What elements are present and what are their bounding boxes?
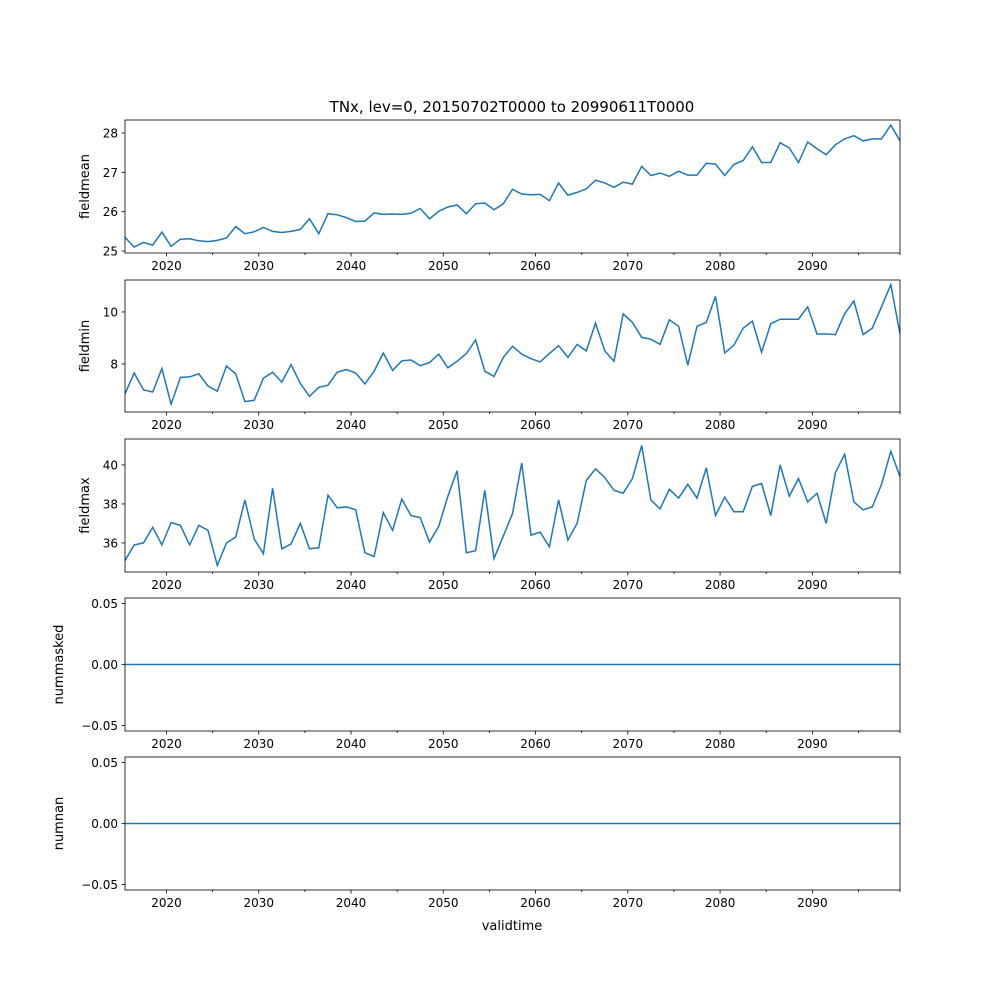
x-tick-label: 2070 xyxy=(613,896,644,910)
x-tick-label: 2070 xyxy=(613,737,644,751)
axes-frame xyxy=(124,279,901,413)
panel-fieldmin: 2020 2030 2040 2050 2060 2070 2080 2090 8 10 field… xyxy=(78,279,901,432)
y-axis-label: nummasked xyxy=(52,625,67,705)
x-tick-label: 2020 xyxy=(151,418,182,432)
x-tick-label: 2070 xyxy=(613,578,644,592)
y-tick-label: 10 xyxy=(103,305,118,319)
x-tick-label: 2060 xyxy=(520,737,551,751)
axes-frame xyxy=(124,119,901,254)
x-tick-label: 2030 xyxy=(244,418,275,432)
x-tick-label: 2020 xyxy=(151,578,182,592)
x-tick-label: 2020 xyxy=(151,896,182,910)
series-line-fieldmean xyxy=(125,123,900,249)
x-tick-label: 2030 xyxy=(244,259,275,273)
y-tick-label: 40 xyxy=(103,458,118,472)
y-tick-label: 0.05 xyxy=(91,756,118,770)
x-tick-label: 2080 xyxy=(705,259,736,273)
axes-frame xyxy=(124,438,901,573)
x-tick-label: 2030 xyxy=(244,578,275,592)
x-tick-label: 2090 xyxy=(797,259,828,273)
x-tick-label: 2080 xyxy=(705,737,736,751)
x-axis-label: validtime xyxy=(482,919,543,934)
panel-numnan: 2020 2030 2040 2050 2060 2070 2080 2090 −0.05 0.0… xyxy=(52,756,901,910)
x-tick-label: 2050 xyxy=(428,578,459,592)
series-line-fieldmax xyxy=(125,445,900,568)
y-axis-label: numnan xyxy=(52,797,67,851)
x-tick-label: 2050 xyxy=(428,418,459,432)
x-tick-label: 2060 xyxy=(520,578,551,592)
series-line-fieldmin xyxy=(125,282,900,407)
y-tick-label: 8 xyxy=(110,357,118,371)
x-tick-label: 2040 xyxy=(336,896,367,910)
y-tick-label: 36 xyxy=(103,536,118,550)
x-tick-label: 2070 xyxy=(613,418,644,432)
x-tick-label: 2040 xyxy=(336,737,367,751)
panel-nummasked: 2020 2030 2040 2050 2060 2070 2080 2090 −0.05 0.0… xyxy=(52,597,901,751)
x-tick-label: 2080 xyxy=(705,418,736,432)
x-tick-label: 2060 xyxy=(520,418,551,432)
x-tick-label: 2050 xyxy=(428,896,459,910)
x-tick-label: 2040 xyxy=(336,259,367,273)
chart-title: TNx, lev=0, 20150702T0000 to 20990611T00… xyxy=(329,98,695,116)
panel-fieldmax: 2020 2030 2040 2050 2060 2070 2080 2090 36 38 40 fi… xyxy=(78,438,901,592)
x-tick-label: 2020 xyxy=(151,259,182,273)
y-tick-label: 28 xyxy=(103,126,118,140)
y-tick-label: 0.05 xyxy=(91,597,118,611)
y-tick-label: 26 xyxy=(103,205,118,219)
panel-fieldmean: 2020 2030 2040 2050 2060 2070 2080 2090 25 26 27 28… xyxy=(78,119,901,273)
x-tick-label: 2040 xyxy=(336,418,367,432)
y-axis-label: fieldmean xyxy=(78,154,93,219)
x-tick-label: 2060 xyxy=(520,259,551,273)
x-tick-label: 2050 xyxy=(428,259,459,273)
x-tick-label: 2090 xyxy=(797,418,828,432)
x-tick-label: 2090 xyxy=(797,896,828,910)
x-tick-label: 2070 xyxy=(613,259,644,273)
x-tick-label: 2040 xyxy=(336,578,367,592)
x-tick-label: 2060 xyxy=(520,896,551,910)
y-tick-label: 38 xyxy=(103,497,118,511)
y-tick-label: 25 xyxy=(103,245,118,259)
x-tick-label: 2030 xyxy=(244,896,275,910)
x-tick-label: 2030 xyxy=(244,737,275,751)
x-tick-label: 2080 xyxy=(705,578,736,592)
y-axis-label: fieldmin xyxy=(78,320,93,373)
y-tick-label: 0.00 xyxy=(91,658,118,672)
y-tick-label: 27 xyxy=(103,166,118,180)
x-tick-label: 2090 xyxy=(797,737,828,751)
x-tick-label: 2080 xyxy=(705,896,736,910)
y-tick-label: 0.00 xyxy=(91,817,118,831)
y-tick-label: −0.05 xyxy=(81,719,118,733)
x-tick-label: 2050 xyxy=(428,737,459,751)
x-tick-label: 2090 xyxy=(797,578,828,592)
y-axis-label: fieldmax xyxy=(78,477,93,534)
x-tick-label: 2020 xyxy=(151,737,182,751)
y-tick-label: −0.05 xyxy=(81,878,118,892)
